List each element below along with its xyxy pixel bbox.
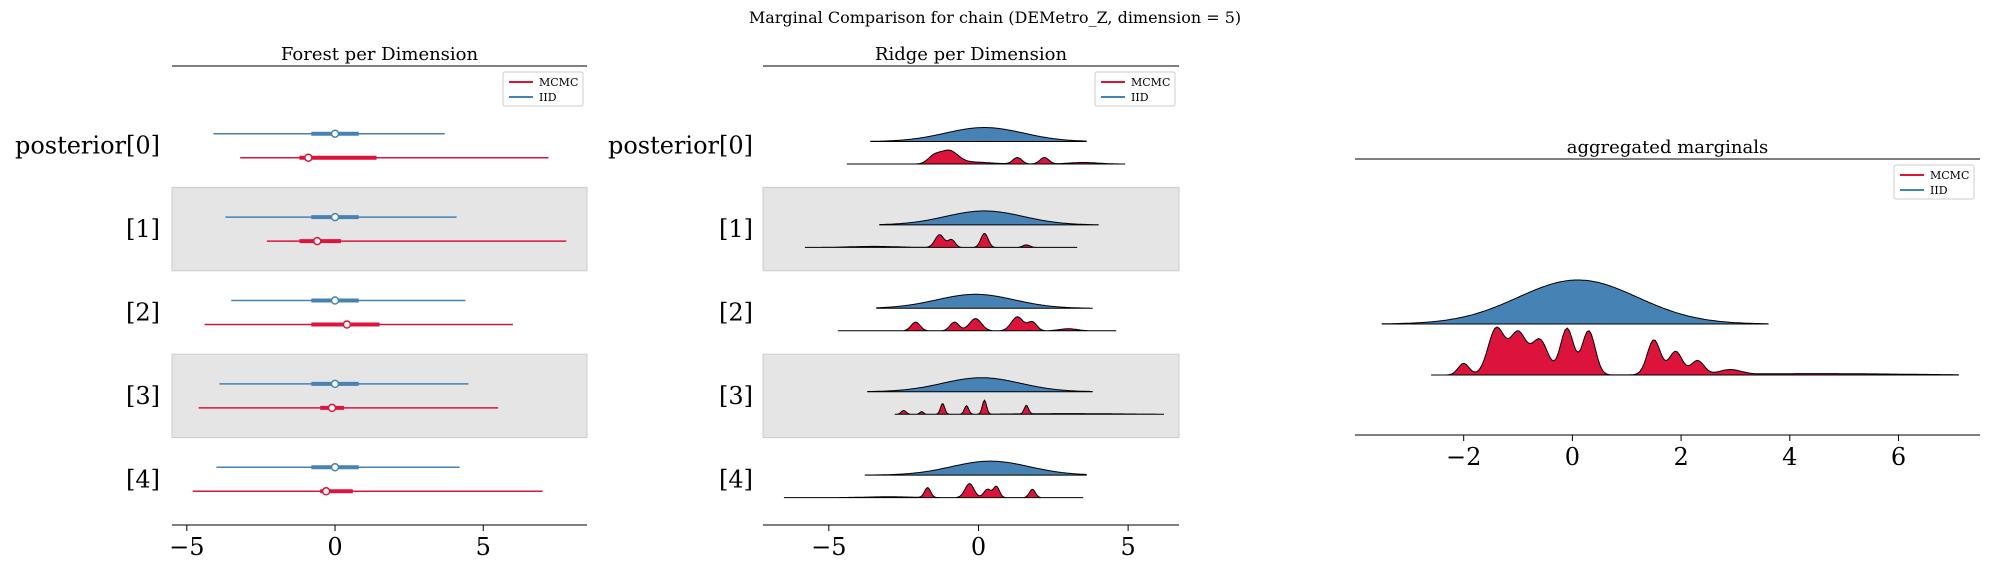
iid-median-point: [330, 212, 340, 222]
row-label: posterior[0]: [608, 132, 753, 160]
iid-median-point: [330, 463, 340, 472]
mcmc-median-point: [327, 403, 337, 413]
x-tick-label: 2: [1673, 443, 1688, 471]
x-tick-label: 0: [1565, 443, 1580, 471]
x-tick-label: 5: [1120, 533, 1135, 561]
x-tick-label: 5: [476, 533, 491, 561]
row-label: [4]: [719, 465, 753, 493]
iid-median-point: [330, 379, 340, 389]
row-band: [762, 353, 1180, 439]
x-tick-label: 0: [971, 533, 986, 561]
iid-density-ridge: [864, 460, 1087, 476]
mcmc-median-point: [313, 236, 322, 246]
iid-median-point: [330, 296, 340, 305]
legend-label-iid: IID: [539, 91, 557, 104]
row-label: [1]: [719, 215, 753, 243]
legend-label-mcmc: MCMC: [539, 76, 578, 89]
row-band: [171, 353, 588, 439]
x-tick-label: 0: [327, 533, 342, 561]
legend-label-mcmc: MCMC: [1930, 169, 1969, 182]
legend-label-iid: IID: [1131, 91, 1149, 104]
iid-density-ridge: [867, 377, 1093, 393]
row-label: [2]: [126, 299, 160, 327]
row-band: [171, 186, 588, 272]
panel-title: aggregated marginals: [1567, 137, 1768, 158]
mcmc-density-ridge: [894, 399, 1164, 415]
iid-aggregated-ridge: [1381, 279, 1769, 325]
row-label: [3]: [126, 382, 160, 410]
mcmc-density-ridge: [804, 232, 1078, 248]
row-label: [1]: [126, 215, 160, 243]
iid-density-ridge: [879, 210, 1099, 226]
x-tick-label: 6: [1891, 443, 1906, 471]
aggregated-panel: aggregated marginals MCMC IID −2 0 2 4 6: [1355, 137, 1980, 471]
mcmc-aggregated-ridge: [1431, 326, 1959, 376]
panel-title: Forest per Dimension: [281, 44, 479, 65]
ridge-panel: posterior[0] [1] [2] [3] [4] Ridge per Dimens…: [608, 44, 1180, 561]
mcmc-median-point: [304, 153, 313, 162]
mcmc-density-ridge: [846, 149, 1126, 165]
x-tick-label: −2: [1446, 443, 1481, 471]
row-label: [4]: [126, 465, 160, 493]
legend-label-mcmc: MCMC: [1131, 76, 1170, 89]
mcmc-density-ridge: [837, 316, 1117, 332]
mcmc-median-point: [321, 487, 331, 496]
iid-density-ridge: [870, 127, 1087, 142]
row-label: [2]: [719, 299, 753, 327]
iid-density-ridge: [876, 293, 1093, 309]
row-label: [3]: [719, 382, 753, 410]
x-tick-label: 4: [1782, 443, 1797, 471]
row-label: posterior[0]: [15, 132, 160, 160]
figure-title: Marginal Comparison for chain (DEMetro_Z…: [748, 8, 1242, 27]
x-tick-label: −5: [169, 533, 204, 561]
iid-median-point: [330, 129, 340, 138]
panel-title: Ridge per Dimension: [875, 44, 1068, 65]
mcmc-median-point: [342, 320, 352, 329]
row-band: [762, 186, 1180, 272]
x-tick-label: −5: [811, 533, 846, 561]
legend-label-iid: IID: [1930, 184, 1948, 197]
forest-panel: posterior[0] [1] [2] [3] [4] Forest per Dimen…: [15, 44, 588, 561]
mcmc-density-ridge: [783, 483, 1084, 499]
